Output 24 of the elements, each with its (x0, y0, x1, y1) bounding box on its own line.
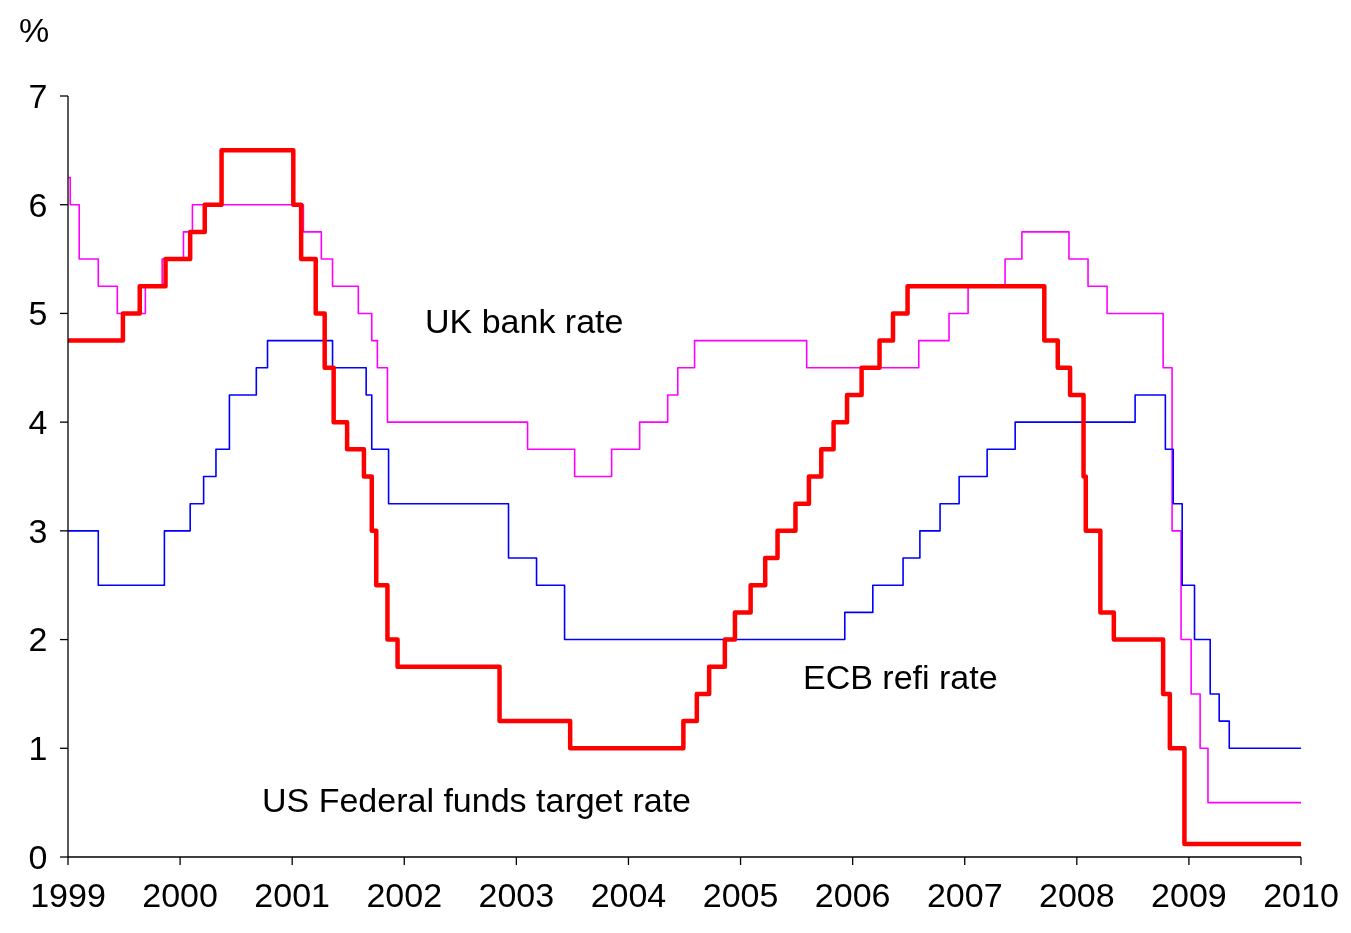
x-tick-label: 2008 (1039, 876, 1115, 914)
x-tick-label: 2003 (478, 876, 555, 914)
x-tick-label: 2005 (702, 876, 779, 914)
y-tick-label: 5 (28, 294, 48, 333)
y-tick-label: 3 (28, 511, 48, 550)
y-tick-label: 0 (28, 837, 48, 876)
x-tick-label: 2001 (254, 876, 330, 914)
series-label: UK bank rate (425, 302, 624, 340)
y-tick-label: 4 (28, 403, 48, 442)
series-label: ECB refi rate (803, 658, 998, 696)
y-tick-label: 2 (28, 620, 48, 659)
series-label: US Federal funds target rate (262, 781, 692, 819)
x-tick-label: 2004 (590, 876, 667, 914)
x-tick-label: 2007 (926, 876, 1003, 914)
y-tick-label: 1 (28, 729, 48, 768)
y-tick-label: 7 (28, 76, 48, 115)
x-tick-label: 2009 (1151, 876, 1227, 914)
y-axis-title: % (18, 11, 50, 49)
x-tick-label: 2010 (1263, 876, 1339, 914)
x-tick-label: 2006 (814, 876, 891, 914)
x-tick-label: 1999 (30, 876, 106, 914)
x-tick-label: 2000 (142, 876, 218, 914)
y-tick-label: 6 (28, 185, 48, 224)
x-tick-label: 2002 (366, 876, 443, 914)
